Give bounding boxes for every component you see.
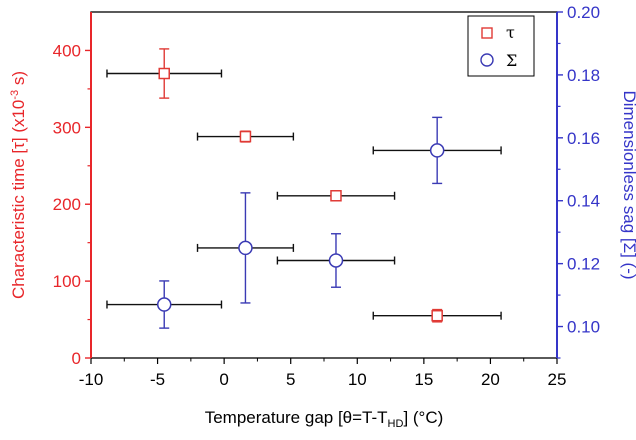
right-y-tick-label: 0.20	[567, 3, 600, 22]
sigma-data-point	[328, 253, 344, 268]
left-y-tick-label: 100	[53, 272, 81, 291]
x-tick-label: 5	[286, 370, 295, 389]
right-y-tick-label: 0.10	[567, 318, 600, 337]
sigma-data-point	[429, 143, 445, 158]
legend-label-tau: τ	[506, 23, 515, 42]
left-y-tick-label: 0	[72, 349, 81, 368]
x-tick-label: 15	[414, 370, 433, 389]
legend-label-sigma: Σ	[506, 51, 517, 70]
tau-data-point	[431, 309, 443, 322]
right-y-tick-label: 0.16	[567, 129, 600, 148]
legend-box	[467, 15, 535, 77]
tau-data-point	[158, 67, 170, 80]
right-y-tick-label: 0.12	[567, 255, 600, 274]
right-y-tick-label: 0.14	[567, 192, 600, 211]
tau-data-point	[239, 130, 252, 143]
x-tick-label: 10	[348, 370, 367, 389]
x-axis-title: Temperature gap [θ=T-THD] (°C)	[205, 408, 444, 430]
right-y-tick-label: 0.18	[567, 66, 600, 85]
sigma-data-point	[156, 297, 172, 312]
x-tick-label: 25	[548, 370, 567, 389]
tau-data-point	[330, 190, 342, 202]
sigma-data-point	[238, 240, 253, 256]
left-y-tick-label: 200	[53, 195, 81, 214]
ticks-layer: -10 -5 0 5 10 15 20 25 0 100 200 300 400 0.10 0.12 0.14…	[53, 3, 600, 389]
x-tick-label: -10	[79, 370, 104, 389]
x-tick-label: 20	[481, 370, 500, 389]
legend-circle-marker	[480, 53, 494, 67]
x-tick-label: -5	[150, 370, 165, 389]
data-marks-layer	[106, 48, 502, 329]
right-axis-title: Dimensionless sag [Σ] (-)	[620, 90, 636, 279]
left-y-tick-label: 400	[53, 41, 81, 60]
legend: τ Σ	[467, 15, 535, 77]
x-tick-label: 0	[219, 370, 228, 389]
left-axis-title: Characteristic time [τ] (x10-3 s)	[9, 71, 28, 299]
legend-square-marker	[481, 27, 493, 39]
left-y-tick-label: 300	[53, 118, 81, 137]
